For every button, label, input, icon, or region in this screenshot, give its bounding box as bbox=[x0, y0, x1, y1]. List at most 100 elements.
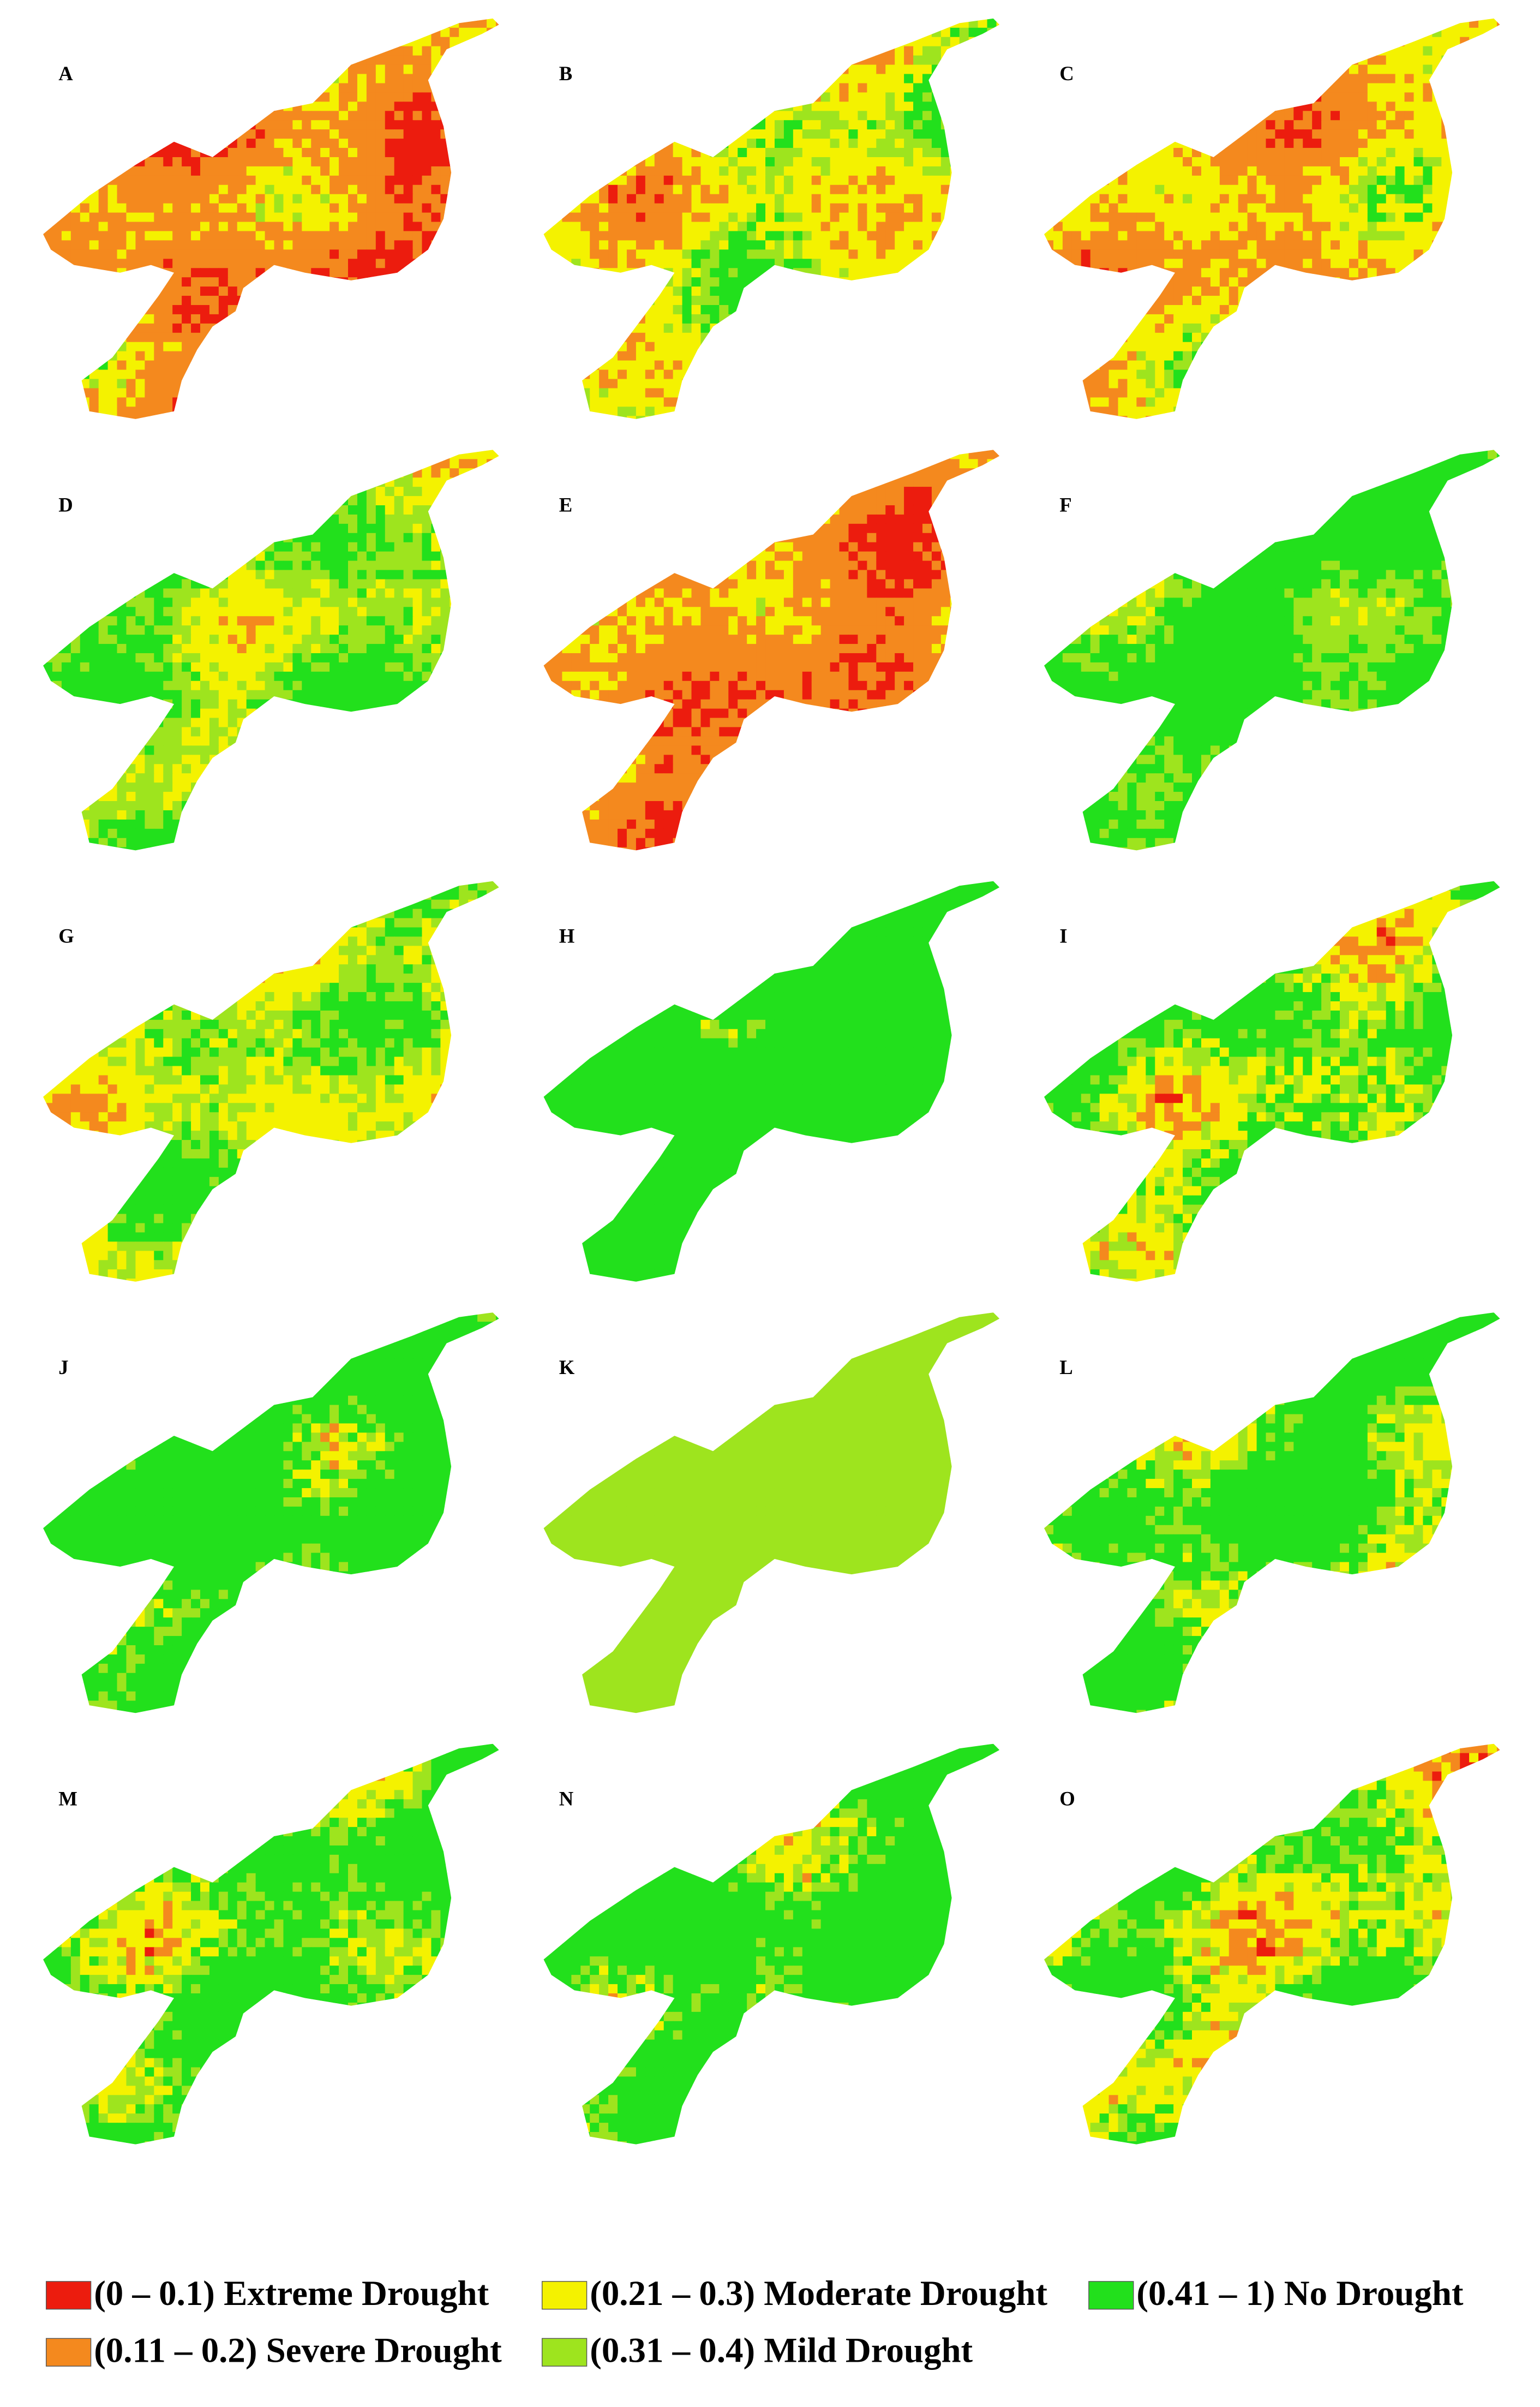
map-cell bbox=[747, 139, 757, 148]
map-cell bbox=[61, 212, 71, 223]
map-cell bbox=[274, 323, 284, 333]
map-cell bbox=[996, 175, 1000, 186]
map-cell bbox=[274, 120, 284, 130]
map-cell bbox=[848, 120, 859, 130]
map-cell bbox=[61, 277, 71, 287]
map-cell bbox=[618, 407, 627, 417]
map-cell bbox=[931, 407, 942, 417]
map-cell bbox=[820, 416, 831, 419]
map-cell bbox=[793, 314, 803, 324]
map-cell bbox=[867, 184, 877, 195]
map-cell bbox=[599, 286, 609, 296]
map-cell bbox=[820, 296, 831, 306]
map-cell bbox=[673, 203, 683, 213]
map-cell bbox=[1118, 18, 1128, 28]
map-cell bbox=[1349, 46, 1359, 56]
map-cell bbox=[329, 37, 339, 47]
map-cell bbox=[145, 83, 155, 93]
map-cell bbox=[783, 222, 794, 232]
map-cell bbox=[673, 222, 683, 232]
map-cell bbox=[477, 212, 487, 223]
map-cell bbox=[626, 157, 637, 167]
map-cell bbox=[700, 101, 711, 112]
map-cell bbox=[590, 64, 600, 75]
map-cell bbox=[663, 148, 674, 158]
map-cell bbox=[590, 397, 600, 408]
map-cell bbox=[283, 231, 293, 241]
map-cell bbox=[98, 139, 109, 148]
map-cell bbox=[135, 249, 146, 260]
map-cell bbox=[1201, 64, 1211, 75]
map-cell bbox=[710, 323, 720, 333]
map-cell bbox=[61, 332, 71, 343]
map-cell bbox=[80, 18, 90, 28]
map-cell bbox=[765, 379, 775, 389]
map-cell bbox=[311, 397, 321, 408]
map-cell bbox=[858, 240, 868, 250]
map-cell bbox=[320, 166, 330, 176]
map-cell bbox=[172, 83, 182, 93]
map-cell bbox=[1108, 120, 1119, 130]
map-cell bbox=[950, 175, 960, 186]
map-cell bbox=[968, 268, 979, 278]
map-cell bbox=[255, 240, 266, 250]
map-cell bbox=[673, 92, 683, 103]
map-cell bbox=[738, 369, 748, 380]
map-cell bbox=[385, 101, 395, 112]
map-cell bbox=[738, 101, 748, 112]
map-cell bbox=[580, 166, 591, 176]
map-cell bbox=[904, 129, 914, 139]
map-cell bbox=[673, 175, 683, 186]
map-cell bbox=[80, 360, 90, 371]
map-cell bbox=[543, 64, 554, 75]
map-cell bbox=[237, 304, 247, 315]
map-cell bbox=[440, 148, 451, 158]
map-cell bbox=[107, 342, 118, 352]
map-cell bbox=[848, 407, 859, 417]
map-cell bbox=[636, 407, 646, 417]
map-cell bbox=[747, 148, 757, 158]
map-cell bbox=[117, 379, 127, 389]
map-cell bbox=[940, 166, 951, 176]
map-cell bbox=[968, 304, 979, 315]
map-cell bbox=[292, 296, 303, 306]
map-cell bbox=[347, 139, 358, 148]
map-cell bbox=[636, 157, 646, 167]
map-cell bbox=[959, 388, 969, 398]
map-cell bbox=[940, 296, 951, 306]
map-cell bbox=[562, 249, 572, 260]
map-cell bbox=[1173, 120, 1183, 130]
map-cell bbox=[747, 369, 757, 380]
map-cell bbox=[1451, 74, 1461, 84]
map-cell bbox=[70, 203, 81, 213]
map-cell bbox=[209, 332, 219, 343]
map-cell bbox=[885, 111, 896, 121]
map-cell bbox=[913, 92, 923, 103]
map-cell bbox=[719, 92, 729, 103]
map-cell bbox=[950, 184, 960, 195]
map-cell bbox=[553, 203, 563, 213]
map-cell bbox=[477, 101, 487, 112]
map-cell bbox=[52, 27, 62, 38]
map-cell bbox=[1496, 74, 1500, 84]
map-cell bbox=[487, 332, 496, 343]
map-cell bbox=[728, 323, 739, 333]
map-cell bbox=[191, 332, 201, 343]
map-cell bbox=[1395, 83, 1405, 93]
map-cell bbox=[292, 148, 303, 158]
map-cell bbox=[885, 148, 896, 158]
map-cell bbox=[830, 83, 840, 93]
map-cell bbox=[719, 314, 729, 324]
map-cell bbox=[904, 323, 914, 333]
map-cell bbox=[80, 388, 90, 398]
map-cell bbox=[172, 120, 182, 130]
map-cell bbox=[496, 268, 499, 278]
map-cell bbox=[728, 74, 739, 84]
map-cell bbox=[403, 27, 414, 38]
map-cell bbox=[654, 46, 664, 56]
map-cell bbox=[329, 184, 339, 195]
map-cell bbox=[1284, 64, 1295, 75]
map-cell bbox=[265, 231, 275, 241]
map-cell bbox=[700, 212, 711, 223]
map-cell bbox=[1266, 74, 1276, 84]
